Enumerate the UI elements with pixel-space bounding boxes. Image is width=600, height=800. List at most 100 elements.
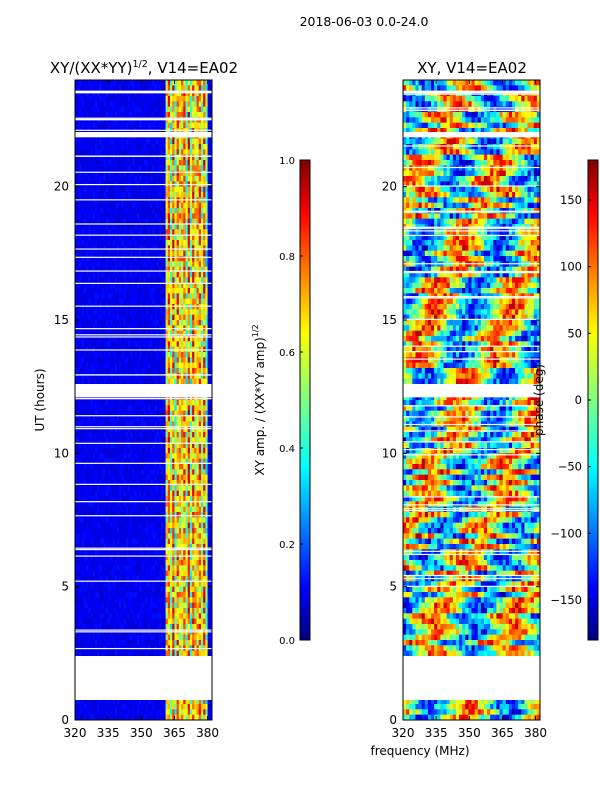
heatmap-cell — [172, 213, 176, 220]
heatmap-cell — [200, 453, 204, 460]
heatmap-cell — [185, 400, 189, 406]
heatmap-cell — [150, 474, 153, 481]
heatmap-cell — [198, 106, 202, 113]
heatmap-cell — [86, 453, 89, 460]
heatmap-cell — [156, 336, 160, 342]
heatmap-cell — [152, 282, 156, 289]
heatmap-cell — [163, 202, 167, 209]
heatmap-cell — [128, 218, 131, 225]
heatmap-cell — [136, 277, 140, 284]
heatmap-cell — [156, 128, 160, 134]
heatmap-cell — [150, 240, 153, 246]
heatmap-cell — [121, 378, 125, 385]
heatmap-cell — [152, 277, 156, 284]
heatmap-cell — [141, 85, 145, 92]
heatmap-cell — [139, 496, 142, 502]
heatmap-cell — [203, 394, 206, 401]
heatmap-cell — [108, 357, 111, 364]
heatmap-cell — [77, 165, 81, 172]
heatmap-cell — [141, 314, 145, 321]
heatmap-cell — [156, 352, 160, 358]
heatmap-cell — [75, 464, 78, 470]
heatmap-cell — [165, 309, 169, 316]
heatmap-cell — [123, 474, 127, 481]
heatmap-cell — [203, 208, 206, 214]
heatmap-cell — [174, 170, 178, 177]
heatmap-cell — [112, 480, 116, 486]
heatmap-cell — [187, 474, 191, 481]
heatmap-cell — [94, 208, 98, 214]
heatmap-cell — [165, 149, 169, 156]
heatmap-cell — [176, 453, 180, 460]
heatmap-cell — [75, 432, 78, 438]
heatmap-cell — [174, 480, 178, 486]
heatmap-cell — [154, 314, 158, 321]
heatmap-cell — [145, 448, 149, 454]
heatmap-cell — [207, 101, 211, 108]
heatmap-cell — [94, 261, 98, 268]
heatmap-cell — [145, 400, 149, 406]
heatmap-cell — [154, 336, 158, 342]
heatmap-cell — [198, 144, 202, 150]
heatmap-cell — [125, 282, 129, 289]
heatmap-cell — [174, 90, 178, 97]
heatmap-cell — [125, 448, 129, 454]
heatmap-cell — [97, 378, 100, 385]
heatmap-cell — [194, 357, 198, 364]
heatmap-cell — [86, 336, 89, 342]
heatmap-cell — [176, 170, 180, 177]
heatmap-cell — [99, 437, 103, 444]
heatmap-cell — [200, 240, 204, 246]
heatmap-cell — [158, 453, 162, 460]
heatmap-cell — [134, 506, 138, 513]
heatmap-cell — [196, 149, 200, 156]
heatmap-cell — [128, 85, 131, 92]
heatmap-cell — [185, 213, 189, 220]
heatmap-cell — [167, 266, 171, 273]
heatmap-cell — [183, 240, 187, 246]
heatmap-cell — [101, 298, 105, 305]
heatmap-cell — [92, 122, 96, 129]
heatmap-cell — [97, 170, 100, 177]
heatmap-cell — [156, 453, 160, 460]
heatmap-cell — [99, 352, 103, 358]
heatmap-cell — [101, 474, 105, 481]
heatmap-cell — [158, 170, 162, 177]
heatmap-cell — [97, 192, 100, 198]
heatmap-cell — [150, 293, 153, 300]
heatmap-cell — [134, 186, 138, 193]
heatmap-cell — [88, 186, 92, 193]
heatmap-cell — [97, 272, 100, 278]
heatmap-cell — [165, 138, 169, 145]
heatmap-cell — [94, 336, 98, 342]
heatmap-cell — [88, 293, 92, 300]
heatmap-cell — [172, 245, 176, 252]
heatmap-cell — [94, 186, 98, 193]
heatmap-cell — [170, 400, 173, 406]
heatmap-cell — [105, 256, 109, 262]
heatmap-cell — [123, 277, 127, 284]
heatmap-cell — [81, 416, 85, 422]
heatmap-cell — [86, 101, 89, 108]
heatmap-cell — [185, 469, 189, 476]
heatmap-cell — [75, 341, 78, 348]
heatmap-cell — [196, 442, 200, 449]
heatmap-cell — [139, 250, 142, 257]
heatmap-cell — [116, 373, 120, 380]
heatmap-cell — [83, 266, 87, 273]
heatmap-cell — [181, 394, 184, 401]
heatmap-cell — [158, 378, 162, 385]
heatmap-cell — [79, 160, 83, 166]
heatmap-cell — [207, 448, 211, 454]
heatmap-cell — [176, 501, 180, 508]
heatmap-cell — [163, 394, 167, 401]
heatmap-cell — [178, 106, 182, 113]
heatmap-cell — [167, 320, 171, 326]
heatmap-cell — [207, 112, 211, 118]
heatmap-cell — [163, 128, 167, 134]
heatmap-cell — [79, 469, 83, 476]
heatmap-cell — [94, 112, 98, 118]
heatmap-cell — [141, 176, 145, 182]
heatmap-cell — [154, 474, 158, 481]
heatmap-cell — [152, 154, 156, 161]
